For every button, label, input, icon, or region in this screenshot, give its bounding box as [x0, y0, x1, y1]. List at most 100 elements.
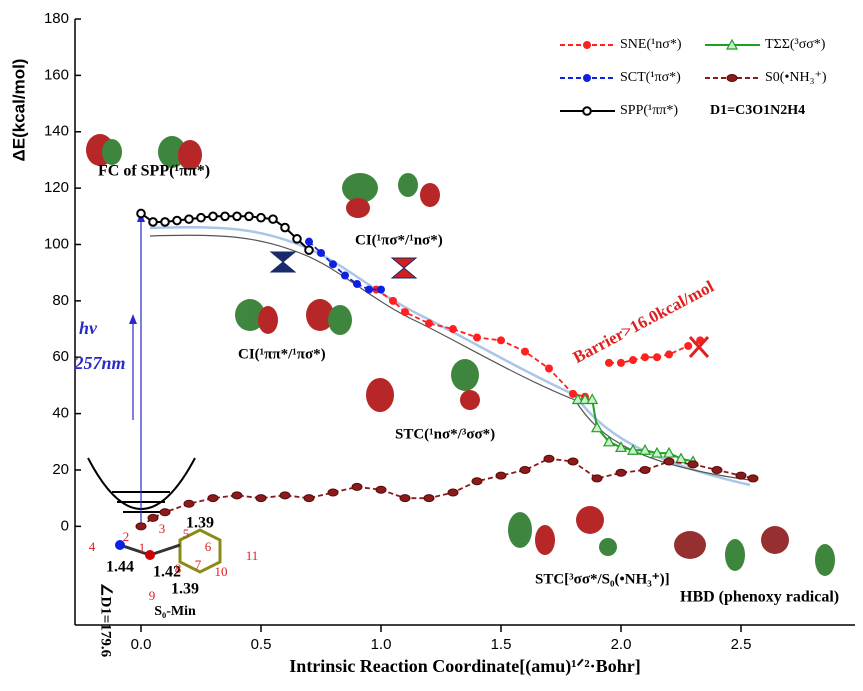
- data-point: [473, 334, 481, 342]
- data-point: [232, 492, 242, 499]
- data-point: [377, 286, 385, 294]
- data-point: [520, 466, 530, 473]
- series-line: [309, 242, 381, 290]
- y-tick-label: 100: [44, 235, 69, 252]
- data-point: [197, 214, 205, 222]
- data-point: [365, 286, 373, 294]
- data-point: [497, 336, 505, 344]
- atom-number: 10: [215, 564, 228, 579]
- data-point: [605, 359, 613, 367]
- data-point: [353, 280, 361, 288]
- atom-number: 4: [89, 539, 96, 554]
- annotation: STC(¹nσ*/³σσ*): [395, 426, 495, 442]
- legend-marker: [583, 74, 591, 82]
- data-point: [712, 466, 722, 473]
- data-point: [160, 509, 170, 516]
- data-point: [496, 472, 506, 479]
- y-tick-label: 140: [44, 123, 69, 140]
- data-point: [208, 495, 218, 502]
- data-point: [401, 308, 409, 316]
- data-point: [569, 390, 577, 398]
- atom-number: 9: [149, 588, 156, 603]
- data-point: [137, 210, 145, 218]
- data-point: [305, 238, 313, 246]
- y-tick-label: 80: [52, 292, 69, 309]
- data-point: [269, 215, 277, 223]
- annotation: 1.39: [186, 515, 214, 532]
- y-tick-label: 0: [61, 517, 69, 534]
- data-point: [472, 478, 482, 485]
- data-point: [173, 217, 181, 225]
- x-tick-label: 1.5: [491, 636, 512, 653]
- data-point: [352, 483, 362, 490]
- data-point: [400, 495, 410, 502]
- data-point: [221, 213, 229, 221]
- data-point: [521, 348, 529, 356]
- legend-label: S0(•NH₃⁺): [765, 70, 827, 85]
- data-point: [748, 475, 758, 482]
- atom-number: 5: [183, 526, 190, 541]
- data-point: [424, 495, 434, 502]
- arrowhead: [129, 314, 137, 324]
- data-point: [389, 297, 397, 305]
- data-point: [293, 235, 301, 243]
- atom-number: 1: [139, 540, 146, 555]
- data-point: [676, 454, 686, 463]
- y-tick-label: 180: [44, 10, 69, 27]
- data-point: [149, 218, 157, 226]
- data-point: [449, 325, 457, 333]
- legend-label: SNE(¹nσ*): [620, 37, 682, 52]
- data-point: [256, 495, 266, 502]
- legend-marker: [583, 107, 591, 115]
- data-point: [257, 214, 265, 222]
- legend-marker: [727, 75, 737, 82]
- x-tick-label: 0.5: [251, 636, 272, 653]
- data-point: [544, 455, 554, 462]
- data-point: [653, 353, 661, 361]
- data-point: [209, 213, 217, 221]
- series-line: [141, 459, 753, 527]
- data-point: [148, 514, 158, 521]
- atom-number: 2: [123, 529, 130, 544]
- annotation: 1.44: [106, 559, 134, 576]
- chart: ΔE(kcal/mol) Intrinsic Reaction Coordina…: [0, 0, 863, 686]
- data-point: [341, 271, 349, 279]
- data-point: [592, 475, 602, 482]
- data-point: [233, 213, 241, 221]
- y-axis-title: ΔE(kcal/mol): [9, 59, 28, 162]
- annotation: 1.39: [171, 581, 199, 598]
- data-point: [425, 319, 433, 327]
- data-point: [684, 342, 692, 350]
- x-tick-label: 1.0: [371, 636, 392, 653]
- data-point: [688, 461, 698, 468]
- data-point: [136, 523, 146, 530]
- oxygen-atom: [145, 550, 155, 560]
- data-point: [317, 249, 325, 257]
- annotation: HBD (phenoxy radical): [680, 589, 839, 606]
- data-point: [161, 218, 169, 226]
- annotation: STC[³σσ*/S₀(•NH₃⁺)]: [535, 571, 670, 587]
- y-tick-label: 60: [52, 348, 69, 365]
- data-point: [305, 246, 313, 254]
- data-point: [629, 356, 637, 364]
- data-point: [545, 365, 553, 373]
- data-point: [736, 472, 746, 479]
- ci-marker: [392, 258, 416, 278]
- x-tick-label: 0.0: [131, 636, 152, 653]
- data-point: [304, 495, 314, 502]
- legend-note: D1=C3O1N2H4: [710, 103, 805, 118]
- data-point: [448, 489, 458, 496]
- atom-number: 6: [205, 539, 212, 554]
- annotation: hν: [79, 318, 98, 338]
- data-point: [185, 215, 193, 223]
- y-tick-label: 20: [52, 461, 69, 478]
- data-point: [641, 353, 649, 361]
- legend-marker: [583, 41, 591, 49]
- x-tick-label: 2.5: [731, 636, 752, 653]
- data-point: [376, 486, 386, 493]
- data-point: [665, 350, 673, 358]
- legend-label: SCT(¹πσ*): [620, 70, 681, 85]
- y-tick-label: 40: [52, 405, 69, 422]
- atom-number: 7: [195, 557, 202, 572]
- data-point: [328, 489, 338, 496]
